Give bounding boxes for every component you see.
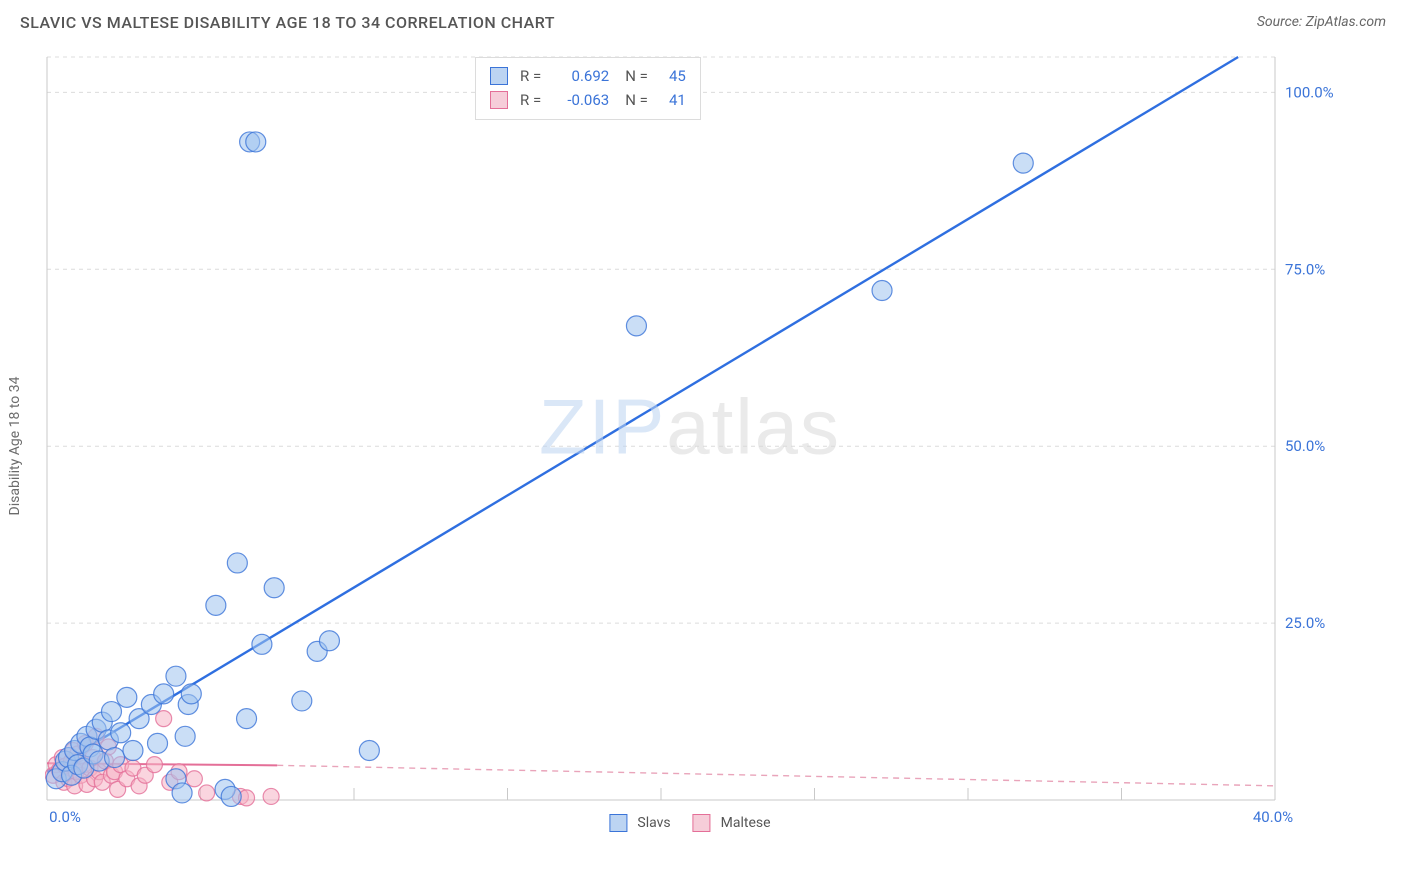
chart-title: SLAVIC VS MALTESE DISABILITY AGE 18 TO 3… <box>20 13 555 32</box>
svg-text:75.0%: 75.0% <box>1285 260 1325 278</box>
legend-item-maltese: Maltese <box>693 814 771 832</box>
legend-row-slavs: R = 0.692 N = 45 <box>490 64 686 88</box>
svg-text:25.0%: 25.0% <box>1285 614 1325 632</box>
n-value: 41 <box>658 88 686 112</box>
chart-area: 25.0%50.0%75.0%100.0%0.0%40.0% ZIPatlas … <box>45 55 1335 830</box>
svg-text:0.0%: 0.0% <box>49 808 81 826</box>
r-label: R = <box>520 64 541 88</box>
swatch-blue <box>490 67 508 85</box>
legend-item-slavs: Slavs <box>609 814 670 832</box>
n-label: N = <box>625 64 648 88</box>
svg-text:100.0%: 100.0% <box>1285 83 1334 101</box>
legend-series: Slavs Maltese <box>609 814 770 832</box>
svg-text:40.0%: 40.0% <box>1253 808 1293 826</box>
swatch-blue <box>609 814 627 832</box>
legend-row-maltese: R = -0.063 N = 41 <box>490 88 686 112</box>
swatch-pink <box>693 814 711 832</box>
scatter-plot: 25.0% 50.0% 75.0% 100.0% 0.0% 40.0% <box>45 55 1335 830</box>
n-value: 45 <box>658 64 686 88</box>
swatch-pink <box>490 91 508 109</box>
chart-header: SLAVIC VS MALTESE DISABILITY AGE 18 TO 3… <box>0 0 1406 40</box>
r-value: 0.692 <box>551 64 609 88</box>
legend-label: Maltese <box>721 815 771 831</box>
legend-correlation: R = 0.692 N = 45 R = -0.063 N = 41 <box>475 57 701 120</box>
n-label: N = <box>625 88 648 112</box>
chart-source: Source: ZipAtlas.com <box>1257 14 1386 30</box>
svg-text:50.0%: 50.0% <box>1285 437 1325 455</box>
r-label: R = <box>520 88 541 112</box>
r-value: -0.063 <box>551 88 609 112</box>
legend-label: Slavs <box>637 815 670 831</box>
y-axis-label: Disability Age 18 to 34 <box>7 377 23 516</box>
